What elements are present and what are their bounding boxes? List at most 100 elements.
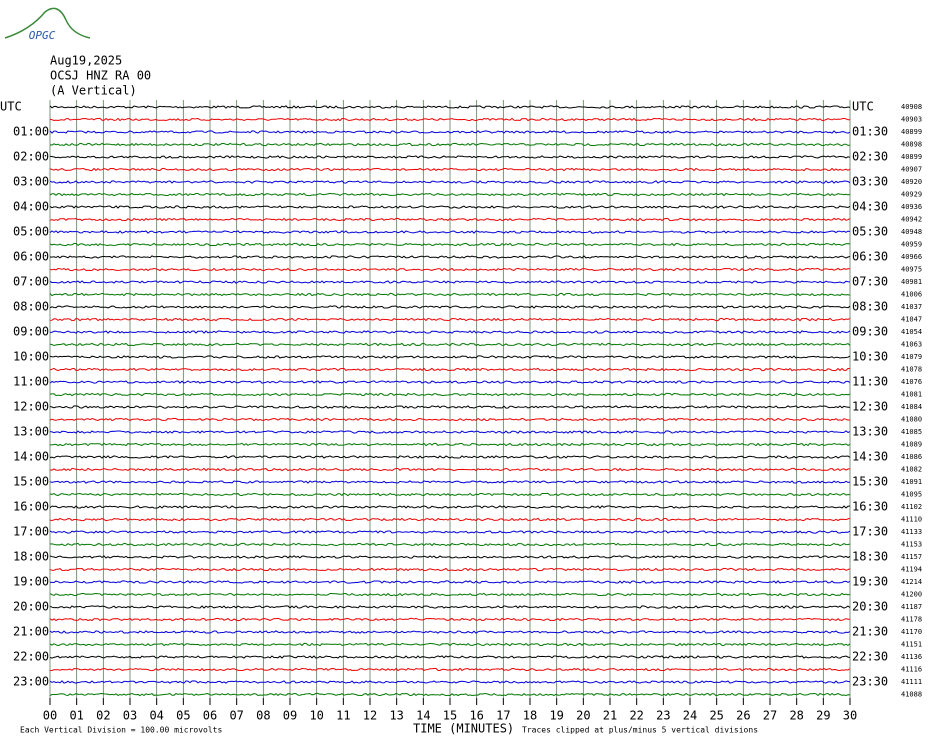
trace [49,230,851,234]
right-label: 10:30 [852,350,888,364]
component: (A Vertical) [50,84,137,98]
count: 41076 [901,378,922,386]
count: 40898 [901,141,922,149]
right-label: 18:30 [852,550,888,564]
right-label: 13:30 [852,425,888,439]
right-label: 01:30 [852,125,888,139]
count: 41214 [901,578,922,586]
trace [49,455,851,459]
trace [49,355,851,359]
count: 41086 [901,453,922,461]
left-label: 18:00 [13,550,49,564]
right-label: 16:30 [852,500,888,514]
left-label: 16:00 [13,500,49,514]
trace [49,480,851,484]
x-tick-label: 01 [69,709,83,723]
x-tick-label: 07 [229,709,243,723]
count: 41063 [901,341,922,349]
count: 41078 [901,366,922,374]
trace [49,605,851,609]
station: OCSJ HNZ RA 00 [50,69,151,83]
count: 40908 [901,103,922,111]
x-tick-label: 09 [283,709,297,723]
left-label: 22:00 [13,650,49,664]
trace [49,342,851,347]
left-label: 23:00 [13,675,49,689]
count: 40936 [901,203,922,211]
right-label: 05:30 [852,225,888,239]
right-label: 06:30 [852,250,888,264]
x-tick-label: 23 [656,709,670,723]
trace [49,517,851,522]
x-tick-label: 20 [576,709,590,723]
count: 41082 [901,466,922,474]
x-tick-label: 21 [603,709,617,723]
count: 40948 [901,228,922,236]
count: 41187 [901,603,922,611]
right-label: 14:30 [852,450,888,464]
count: 40920 [901,178,922,186]
x-tick-label: 14 [416,709,430,723]
x-tick-label: 27 [763,709,777,723]
trace [49,417,851,422]
x-tick-label: 24 [683,709,697,723]
x-tick-label: 04 [149,709,163,723]
count: 41047 [901,316,922,324]
trace [49,280,851,284]
trace [49,380,851,384]
x-tick-label: 12 [363,709,377,723]
left-label: 21:00 [13,625,49,639]
count: 41170 [901,628,922,636]
trace [49,667,851,672]
logo-curve [4,7,91,39]
trace [49,192,851,197]
right-label: 21:30 [852,625,888,639]
right-label: 17:30 [852,525,888,539]
left-label: 05:00 [13,225,49,239]
count: 40981 [901,278,922,286]
count: 41116 [901,666,922,674]
trace [49,505,851,509]
count: 40942 [901,216,922,224]
left-label: 01:00 [13,125,49,139]
right-label: 09:30 [852,325,888,339]
trace [49,155,851,159]
count: 41091 [901,478,922,486]
trace [49,117,850,122]
left-label: 15:00 [13,475,49,489]
count: 41133 [901,528,922,536]
left-label: 12:00 [13,400,49,414]
count: 41200 [901,591,922,599]
x-tick-label: 17 [496,709,510,723]
right-label: UTC [852,100,874,114]
trace [49,142,851,147]
count: 41153 [901,541,922,549]
x-tick-label: 05 [176,709,190,723]
trace [49,630,851,634]
x-tick-label: 30 [843,709,857,723]
trace [49,105,851,109]
trace [49,205,851,209]
trace [49,167,851,172]
right-label: 15:30 [852,475,888,489]
trace [49,330,851,334]
count: 40929 [901,191,922,199]
trace [49,492,851,497]
left-label: 14:00 [13,450,49,464]
trace [49,392,851,397]
left-label: 11:00 [13,375,49,389]
right-label: 19:30 [852,575,888,589]
left-label: 10:00 [13,350,49,364]
count: 40975 [901,266,922,274]
trace [49,592,851,597]
left-label: 06:00 [13,250,49,264]
x-tick-label: 11 [336,709,350,723]
trace [49,542,851,547]
count: 40907 [901,166,922,174]
trace [49,680,851,684]
x-tick-label: 26 [736,709,750,723]
right-label: 08:30 [852,300,888,314]
x-tick-label: 22 [629,709,643,723]
trace [49,555,851,559]
trace [49,130,851,134]
